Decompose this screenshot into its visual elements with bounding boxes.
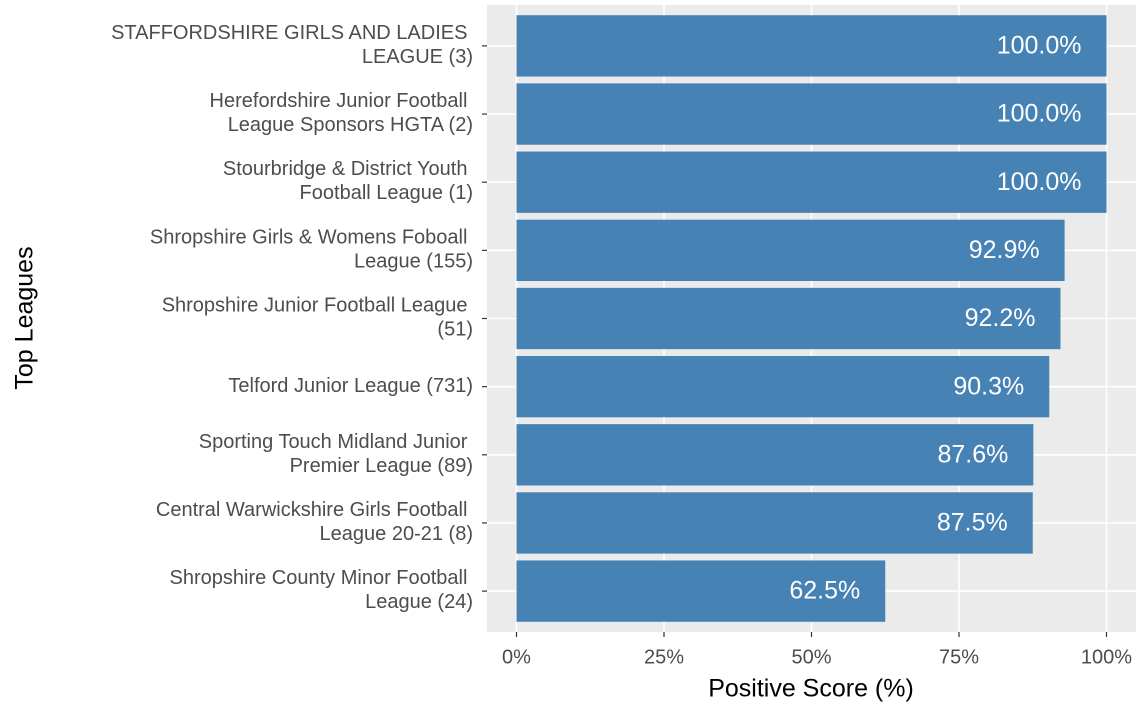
x-axis-title: Positive Score (%) (708, 675, 914, 703)
y-tick-label: Shropshire Junior Football League (51) (162, 295, 473, 341)
bar (516, 355, 1050, 418)
y-tick-label: Central Warwickshire Girls Football Leag… (156, 499, 473, 545)
y-tick-label: Shropshire Girls & Womens Foboall League… (150, 227, 473, 273)
value-label: 62.5% (789, 577, 860, 605)
bar (516, 424, 1034, 486)
bar (516, 83, 1107, 145)
value-label: 87.5% (937, 509, 1008, 537)
value-label: 92.9% (969, 236, 1040, 264)
y-tick-label: Shropshire County Minor Football League … (170, 567, 473, 613)
value-label: 87.6% (937, 440, 1008, 468)
y-tick-label: Sporting Touch Midland Junior Premier Le… (199, 431, 473, 477)
x-tick-label: 100% (1081, 646, 1132, 668)
value-label: 100.0% (997, 168, 1082, 196)
x-tick-label: 25% (644, 646, 684, 668)
x-tick-label: 75% (939, 646, 979, 668)
bar (516, 287, 1061, 350)
y-tick-label: STAFFORDSHIRE GIRLS AND LADIES LEAGUE (3… (111, 22, 473, 68)
bar (516, 151, 1107, 213)
value-label: 100.0% (997, 100, 1082, 128)
y-tick-label: Herefordshire Junior Football League Spo… (210, 90, 473, 136)
bar (516, 492, 1033, 554)
y-axis-title: Top Leagues (11, 246, 39, 389)
x-tick-label: 50% (791, 646, 831, 668)
bar (516, 219, 1065, 282)
y-tick-label: Stourbridge & District Youth Football Le… (223, 158, 473, 204)
value-label: 90.3% (953, 372, 1024, 400)
bar (516, 15, 1107, 77)
y-tick-label: Telford Junior League (731) (228, 375, 473, 397)
x-tick-label: 0% (502, 646, 531, 668)
value-label: 92.2% (965, 304, 1036, 332)
value-label: 100.0% (997, 32, 1082, 60)
bar (516, 560, 886, 622)
